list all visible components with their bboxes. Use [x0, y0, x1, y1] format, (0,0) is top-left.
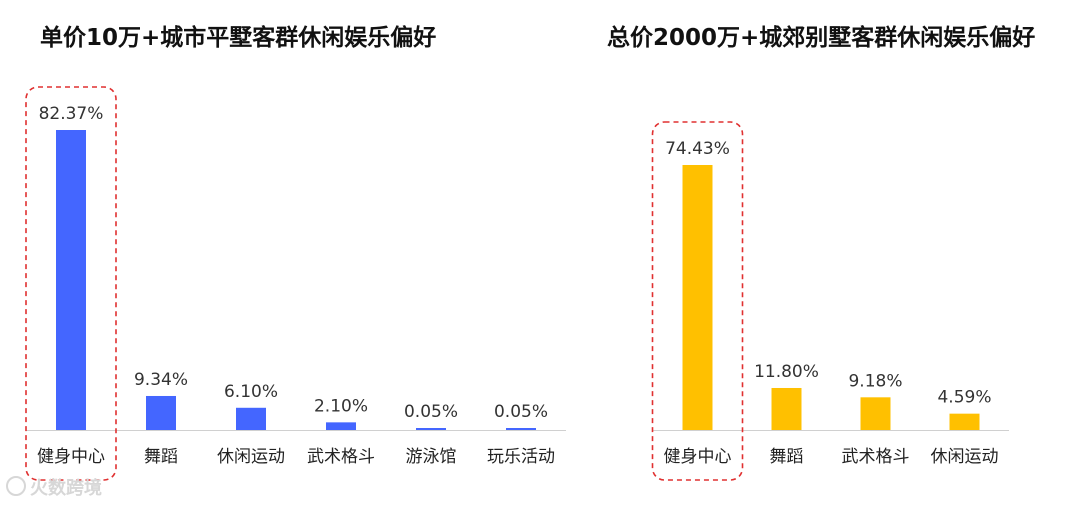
left-bar: [146, 395, 176, 430]
right-value-label: 74.43%: [665, 139, 730, 159]
left-value-label: 6.10%: [224, 382, 278, 402]
left-category-label: 游泳馆: [406, 447, 457, 467]
left-bar: [56, 130, 86, 430]
left-bar: [326, 422, 356, 430]
right-category-label: 舞蹈: [770, 447, 804, 467]
left-highlight-box: [25, 86, 117, 481]
right-bar: [860, 397, 891, 430]
left-value-label: 0.05%: [404, 402, 458, 422]
left-value-label: 9.34%: [134, 370, 188, 390]
right-highlight-box: [651, 121, 744, 481]
right-chart: 74.43% 健身中心 11.80% 舞蹈 9.18% 武术格斗 4.59% 休闲运动: [651, 121, 1009, 481]
left-bar: [506, 428, 536, 430]
right-bar: [949, 413, 980, 430]
right-category-label: 健身中心: [664, 447, 732, 467]
left-chart: 82.37% 健身中心 9.34% 舞蹈 6.10% 休闲运动 2.10% 武术格斗 0.05%…: [25, 86, 566, 481]
right-value-label: 4.59%: [937, 388, 991, 408]
left-category-label: 玩乐活动: [487, 447, 555, 467]
left-category-label: 武术格斗: [307, 447, 375, 467]
left-value-label: 82.37%: [39, 104, 104, 124]
left-category-label: 健身中心: [37, 447, 105, 467]
left-bar: [236, 407, 266, 430]
logo-icon: [6, 476, 26, 496]
left-chart-title: 单价10万+城市平墅客群休闲娱乐偏好: [40, 25, 437, 51]
right-category-label: 休闲运动: [931, 447, 999, 467]
right-bar: [771, 387, 802, 430]
right-value-label: 9.18%: [848, 371, 902, 391]
left-bar: [416, 428, 446, 430]
watermark: 火数跨境: [6, 474, 102, 500]
right-value-label: 11.80%: [754, 362, 819, 382]
watermark-text: 火数跨境: [30, 478, 102, 499]
left-value-label: 0.05%: [494, 402, 548, 422]
right-bar: [682, 165, 713, 430]
left-category-label: 舞蹈: [144, 447, 178, 467]
right-category-label: 武术格斗: [842, 447, 910, 467]
left-category-label: 休闲运动: [217, 447, 285, 467]
left-value-label: 2.10%: [314, 396, 368, 416]
right-chart-title: 总价2000万+城郊别墅客群休闲娱乐偏好: [607, 25, 1036, 51]
